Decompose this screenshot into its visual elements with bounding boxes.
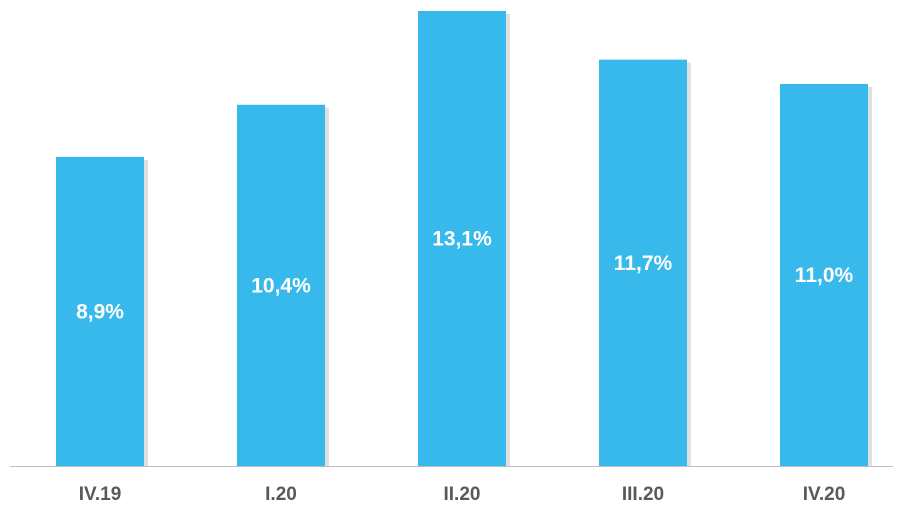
x-tick-label-iii-20: III.20 <box>622 484 664 505</box>
data-label-i-20: 10,4% <box>251 274 311 297</box>
bar-i-20 <box>237 104 325 466</box>
data-label-iv-20: 11,0% <box>795 264 854 287</box>
data-label-ii-20: 13,1% <box>432 228 492 251</box>
x-tick-labels: IV.19 I.20 II.20 III.20 IV.20 <box>79 484 846 505</box>
x-tick-label-iv-19: IV.19 <box>79 484 122 505</box>
data-label-iii-20: 11,7% <box>614 252 673 275</box>
data-labels: 8,9% 10,4% 13,1% 11,7% 11,0% <box>76 228 853 324</box>
bar-iv-20 <box>780 83 868 466</box>
x-tick-label-ii-20: II.20 <box>444 484 481 505</box>
x-tick-label-iv-20: IV.20 <box>803 484 846 505</box>
bar-iv-19 <box>56 156 144 466</box>
x-tick-label-i-20: I.20 <box>265 484 297 505</box>
data-label-iv-19: 8,9% <box>76 300 124 323</box>
bars <box>56 11 868 467</box>
bar-iii-20 <box>599 59 687 467</box>
bar-ii-20 <box>418 11 506 466</box>
